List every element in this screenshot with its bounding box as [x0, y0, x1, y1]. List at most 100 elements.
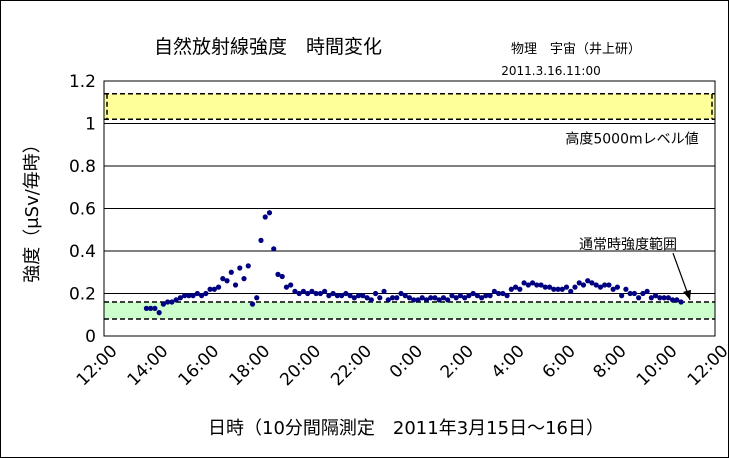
data-point	[169, 299, 175, 305]
annotation-arrowhead	[683, 289, 691, 300]
data-point	[271, 246, 277, 252]
data-point	[402, 293, 408, 299]
data-point	[194, 290, 200, 297]
data-point	[657, 295, 663, 301]
data-point	[487, 293, 493, 299]
data-point	[182, 293, 188, 299]
data-point	[470, 290, 476, 297]
data-point	[406, 295, 413, 301]
data-point	[555, 286, 561, 292]
data-point	[491, 288, 497, 294]
data-point	[220, 276, 226, 282]
data-point	[152, 305, 158, 311]
data-point	[623, 286, 629, 292]
y-tick-label: 0.8	[69, 157, 96, 177]
data-point	[211, 286, 217, 292]
data-point	[372, 290, 379, 297]
data-point	[631, 290, 637, 297]
data-point	[156, 310, 162, 316]
x-tick-label: 18:00	[225, 341, 274, 390]
chart-author: 物理 宇宙（井上研）	[511, 42, 641, 57]
data-point	[462, 295, 468, 301]
data-point	[245, 263, 251, 269]
data-point	[546, 284, 553, 290]
data-point	[165, 299, 171, 305]
data-point	[381, 288, 387, 294]
data-point	[377, 295, 383, 301]
data-point	[347, 293, 353, 299]
data-point	[262, 214, 268, 220]
reference-band-1	[104, 302, 715, 319]
data-point	[419, 295, 425, 301]
data-point	[313, 290, 319, 297]
data-point	[385, 297, 391, 303]
band-label-altitude: 高度5000mレベル値	[565, 130, 698, 147]
chart-timestamp: 2011.3.16.11:00	[501, 64, 600, 78]
data-point	[288, 282, 294, 288]
y-tick-label: 0.2	[69, 285, 96, 305]
data-point	[466, 293, 472, 299]
data-point	[496, 290, 502, 297]
data-point	[593, 282, 599, 288]
data-point	[258, 237, 264, 243]
data-point	[228, 269, 234, 275]
data-point	[576, 280, 582, 286]
data-point	[394, 295, 400, 301]
data-point	[529, 280, 536, 286]
x-tick-label: 14:00	[124, 341, 173, 390]
x-tick-label: 20:00	[276, 341, 325, 390]
data-point	[343, 290, 349, 297]
data-point	[292, 288, 298, 294]
x-tick-label: 12:00	[73, 341, 122, 390]
data-point	[322, 288, 328, 294]
data-point	[644, 288, 650, 294]
data-point	[665, 295, 671, 301]
data-point	[627, 290, 633, 297]
data-point	[479, 295, 485, 301]
data-point	[279, 273, 285, 280]
x-tick-label: 8:00	[590, 341, 631, 382]
data-point	[449, 293, 455, 299]
data-point	[215, 284, 222, 290]
data-point	[589, 280, 595, 286]
data-point	[305, 290, 311, 297]
data-point	[445, 297, 451, 303]
data-point	[640, 290, 646, 297]
data-point	[148, 305, 154, 311]
data-point	[330, 290, 336, 297]
plot-border	[103, 80, 716, 337]
data-point	[563, 284, 570, 290]
reference-band-0	[104, 93, 715, 120]
data-point	[398, 290, 404, 297]
y-tick-label: 0	[85, 327, 96, 347]
data-point	[190, 293, 196, 299]
data-point	[610, 286, 616, 292]
data-point	[254, 295, 260, 301]
data-point	[266, 210, 273, 216]
y-tick-label: 1	[85, 115, 96, 135]
data-point	[606, 282, 612, 288]
data-point	[602, 282, 608, 288]
data-point	[538, 282, 544, 288]
data-point	[504, 293, 510, 299]
data-point	[678, 299, 684, 305]
y-tick-label: 0.4	[69, 242, 96, 262]
data-point	[580, 282, 587, 288]
y-tick-label: 0.6	[69, 200, 96, 220]
data-point	[296, 290, 302, 297]
data-point	[457, 293, 464, 299]
data-point	[368, 297, 374, 303]
data-point	[203, 290, 209, 297]
data-point	[597, 284, 604, 290]
plot-area: 00.20.40.60.811.212:00 14:00 16:00 18:00 20:…	[69, 72, 728, 390]
data-point	[453, 295, 459, 301]
data-point	[143, 305, 150, 311]
band-label-normal: 通常時強度範囲	[579, 236, 677, 253]
data-point	[177, 295, 183, 301]
data-point	[237, 265, 243, 271]
data-point	[423, 297, 430, 303]
data-point	[364, 295, 370, 301]
data-point	[521, 280, 527, 286]
